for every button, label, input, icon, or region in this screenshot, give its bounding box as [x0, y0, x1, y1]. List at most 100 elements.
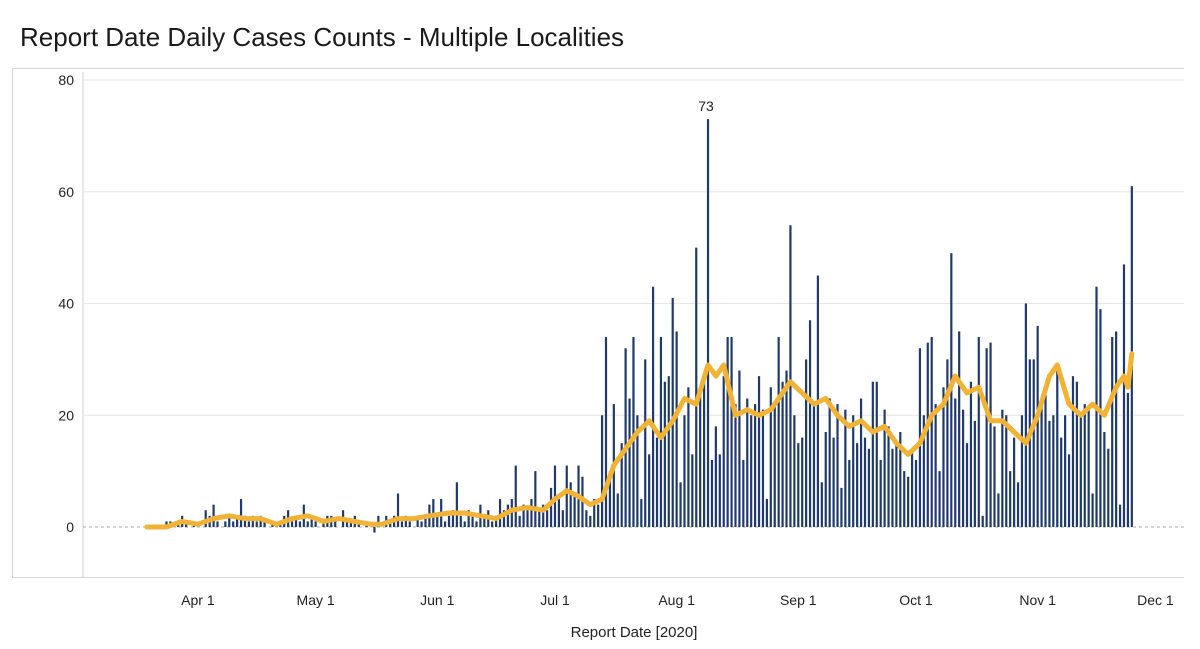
bar [239, 499, 243, 527]
y-tick-label: 40 [58, 296, 74, 312]
bar [761, 409, 765, 527]
bar [232, 521, 235, 527]
bar [534, 471, 537, 527]
bar [1001, 409, 1004, 527]
bar [969, 381, 973, 527]
bar [471, 515, 474, 527]
bar [954, 398, 957, 527]
bar [856, 443, 859, 527]
bar [722, 376, 725, 527]
x-axis-label: Report Date [2020] [571, 624, 698, 641]
bar [840, 487, 843, 527]
bar [659, 337, 663, 527]
x-tick-label: Nov 1 [1019, 592, 1056, 608]
bar [757, 376, 761, 527]
bar [977, 337, 980, 527]
bar [569, 482, 572, 527]
bar [961, 409, 965, 527]
x-tick-label: Jul 1 [540, 592, 570, 608]
bar [812, 404, 816, 527]
bar [699, 392, 702, 527]
bar [1099, 309, 1102, 527]
bar [306, 521, 309, 527]
bar [259, 515, 262, 527]
bar [597, 504, 600, 527]
bar [216, 521, 219, 527]
bar [832, 437, 835, 527]
bar [663, 381, 666, 527]
bar [875, 381, 878, 527]
bar [946, 359, 949, 527]
bar [910, 448, 914, 527]
bar [871, 381, 874, 527]
bar [797, 443, 800, 527]
bar [628, 398, 631, 527]
bar [1052, 415, 1055, 527]
bar [400, 521, 404, 527]
bar [345, 521, 349, 527]
bar [334, 521, 337, 527]
bar [1020, 415, 1024, 527]
bar [565, 465, 568, 527]
bar [495, 515, 498, 527]
bar [608, 471, 612, 527]
bar [1083, 404, 1086, 527]
bar [1040, 398, 1043, 527]
bar [863, 437, 867, 527]
bar [820, 482, 823, 527]
bar [989, 342, 992, 527]
bar [314, 521, 317, 527]
bar [746, 398, 749, 527]
bar [530, 499, 533, 527]
bar [573, 493, 576, 527]
bar [420, 521, 423, 527]
bar [389, 521, 392, 527]
bar [965, 443, 969, 527]
bar [738, 370, 741, 527]
bar [349, 521, 353, 527]
y-tick-label: 20 [58, 407, 74, 423]
bar [907, 476, 910, 527]
bar [1118, 504, 1122, 527]
bar [1122, 264, 1126, 527]
bar [298, 521, 302, 527]
bar [518, 515, 521, 527]
bar [1060, 437, 1063, 527]
y-tick-label: 80 [58, 72, 74, 88]
bar [691, 454, 694, 527]
bar [742, 459, 745, 527]
bar [424, 515, 427, 527]
bar [1013, 437, 1016, 527]
bar [310, 515, 313, 527]
bar [934, 404, 937, 527]
bar [436, 515, 439, 527]
bar [593, 499, 596, 527]
bar [1091, 493, 1094, 527]
bar [604, 337, 608, 527]
bar [632, 337, 635, 527]
bar [734, 404, 737, 527]
bar [1044, 392, 1047, 527]
bar [805, 359, 808, 527]
bar [561, 510, 564, 527]
bar [396, 493, 400, 527]
bar [290, 521, 294, 527]
bar [867, 448, 871, 527]
bar [926, 342, 929, 527]
bar [204, 510, 207, 527]
bar [651, 286, 655, 527]
bar [726, 337, 729, 527]
bar [879, 459, 882, 527]
x-tick-label: Apr 1 [181, 592, 215, 608]
bar [675, 331, 678, 527]
bar [263, 521, 266, 527]
bar [1103, 432, 1106, 527]
bar [859, 398, 863, 527]
bar [1111, 337, 1114, 527]
bar [212, 504, 215, 527]
bar [451, 510, 455, 527]
bar [887, 426, 890, 527]
bar [294, 515, 298, 527]
bar [769, 387, 772, 527]
bar [526, 510, 529, 527]
